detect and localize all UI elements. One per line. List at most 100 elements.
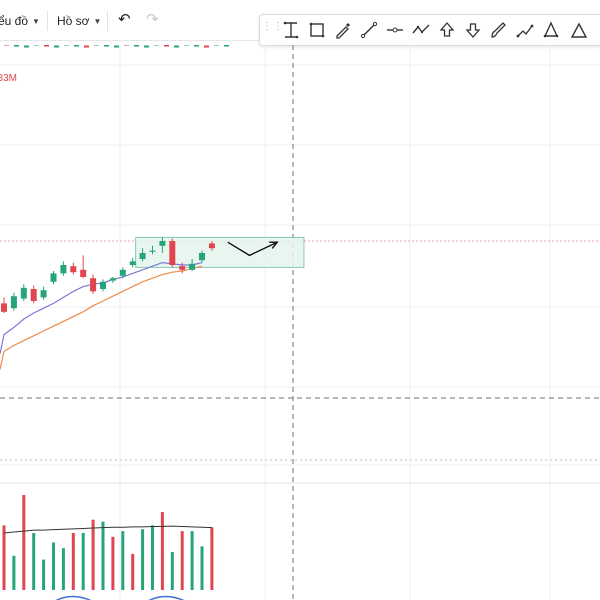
candle-body <box>139 253 146 259</box>
toolbar-divider <box>47 11 48 31</box>
upper-series-mark <box>14 45 19 47</box>
volume-bar <box>71 533 75 590</box>
candle-body <box>159 241 166 246</box>
candle-body <box>169 241 176 265</box>
volume-bar <box>52 542 55 590</box>
volume-bar <box>160 512 164 590</box>
fib-extension-tool-icon[interactable] <box>514 19 536 41</box>
horizontal-ray-tool-icon[interactable] <box>384 19 406 41</box>
volume-bar <box>111 536 115 590</box>
trend-line-tool-icon[interactable] <box>358 19 380 41</box>
upper-series-mark <box>214 45 219 46</box>
candle-body <box>80 269 87 277</box>
upper-series-mark <box>174 45 179 48</box>
upper-series-mark <box>34 45 39 46</box>
volume-bar <box>210 527 214 590</box>
upper-series-mark <box>44 45 49 47</box>
volume-bar <box>101 521 105 590</box>
pen-tool-icon[interactable] <box>332 19 354 41</box>
upper-series-mark <box>154 45 159 46</box>
candle-body <box>100 281 106 289</box>
candle-body <box>20 287 27 299</box>
rectangle-tool-icon[interactable] <box>306 19 328 41</box>
brush-tool-icon[interactable] <box>488 19 510 41</box>
volume-value-label: 333M <box>0 73 18 84</box>
selection-marker-left <box>55 595 92 600</box>
candle-body <box>70 266 77 273</box>
candle-body <box>10 296 17 309</box>
upper-series-mark <box>84 45 89 48</box>
upper-series-mark <box>114 45 119 48</box>
candle-body <box>30 289 37 301</box>
drawn-arrow-head <box>269 241 279 249</box>
candle-body <box>149 250 156 252</box>
profile-menu[interactable]: Hồ sơ ▼ <box>57 14 101 28</box>
drawing-toolbar: ⋮⋮ <box>259 14 600 46</box>
upper-series-mark <box>24 45 29 48</box>
upper-series-mark <box>64 45 69 46</box>
text-cursor-tool-icon[interactable] <box>280 19 302 41</box>
upper-series-mark <box>94 45 99 46</box>
candle-body <box>208 243 215 249</box>
drawn-arrow-path <box>227 241 278 257</box>
upper-series-mark <box>224 45 229 47</box>
upper-series-mark <box>204 45 209 48</box>
drag-handle-icon[interactable]: ⋮⋮ <box>262 21 284 32</box>
candle-body <box>60 265 67 274</box>
price-chart[interactable] <box>0 45 600 600</box>
volume-bar <box>22 495 26 590</box>
volume-bar <box>42 559 46 590</box>
volume-bar <box>12 555 16 590</box>
chevron-down-icon: ▼ <box>32 16 40 26</box>
moving-average-fast-line <box>0 261 203 354</box>
upper-series-mark <box>124 45 129 46</box>
candle-body <box>109 278 116 281</box>
volume-bar <box>170 552 174 590</box>
volume-bar <box>151 525 154 590</box>
candle-body <box>40 290 47 298</box>
candle-body <box>199 253 205 261</box>
volume-bar <box>2 525 6 590</box>
volume-bar <box>141 529 145 590</box>
upper-series-mark <box>74 45 79 47</box>
candle-body <box>179 266 186 270</box>
upper-series-mark <box>184 45 189 46</box>
toolbar-divider <box>107 11 108 31</box>
candle-body <box>129 261 136 265</box>
arrow-down-tool-icon[interactable] <box>462 19 484 41</box>
candle-body <box>90 278 97 292</box>
volume-bar <box>32 533 36 590</box>
moving-average-slow-line <box>0 265 203 370</box>
upper-series-mark <box>4 45 9 46</box>
volume-bar <box>190 531 194 590</box>
volume-bar <box>81 533 85 590</box>
upper-series-mark <box>194 45 199 47</box>
upper-series-mark <box>54 45 59 48</box>
more-tools-icon[interactable] <box>568 19 590 41</box>
volume-bar <box>121 531 125 590</box>
volume-bar <box>91 519 95 590</box>
chart-menu[interactable]: ểu đồ ▼ <box>0 14 40 28</box>
candle-body <box>119 269 126 276</box>
volume-bar <box>200 546 204 590</box>
undo-icon[interactable]: ↶ <box>118 11 131 28</box>
arrow-up-tool-icon[interactable] <box>436 19 458 41</box>
upper-series-mark <box>144 45 149 48</box>
candle-body <box>189 263 196 270</box>
chevron-down-icon: ▼ <box>93 16 102 26</box>
selection-marker-right <box>148 595 185 600</box>
upper-series-mark <box>164 45 169 47</box>
redo-icon[interactable]: ↷ <box>146 11 159 28</box>
triangle-tool-icon[interactable] <box>540 19 562 41</box>
volume-ma-line <box>3 525 212 534</box>
candle-body <box>1 303 7 312</box>
candle-body <box>50 273 57 282</box>
volume-bar <box>180 531 184 590</box>
upper-series-mark <box>104 45 109 47</box>
profile-menu-label: Hồ sơ <box>57 14 90 28</box>
volume-bar <box>61 548 65 590</box>
upper-series-mark <box>134 45 139 47</box>
chart-menu-label: ểu đồ <box>0 14 29 28</box>
zigzag-path-tool-icon[interactable] <box>410 19 432 41</box>
volume-bar <box>131 553 135 590</box>
